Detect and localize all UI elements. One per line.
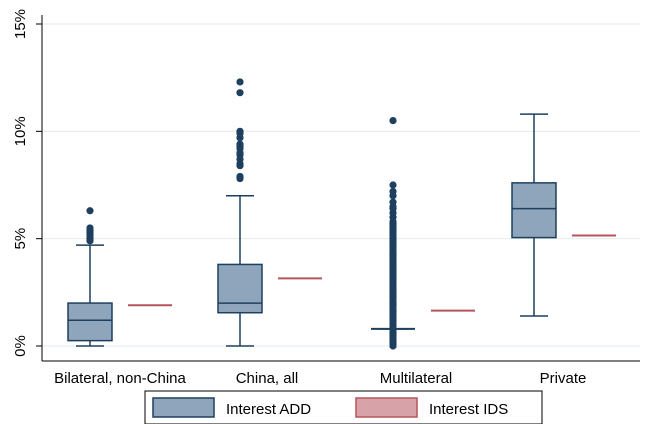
box-iqr: [67, 302, 113, 342]
line-series-interest-ids: [128, 234, 616, 312]
box-1: [217, 78, 263, 347]
legend-swatch-interest-add: [152, 397, 215, 418]
legend-label-interest-add: Interest ADD: [226, 401, 311, 418]
box-0: [67, 207, 113, 347]
legend: Interest ADD Interest IDS: [144, 390, 543, 424]
outlier-point: [236, 172, 244, 181]
legend-box: [144, 390, 543, 424]
box-iqr: [217, 263, 263, 314]
outlier-point: [236, 127, 244, 135]
box-2: [371, 117, 415, 350]
outlier-point: [86, 207, 94, 215]
y-tick-label: 15%: [12, 9, 29, 39]
box-iqr: [511, 182, 557, 239]
box-3: [511, 113, 557, 317]
y-tick-label: 10%: [12, 116, 29, 146]
outlier-point: [389, 187, 397, 196]
box-series-interest-add: [67, 78, 557, 350]
outlier-point: [389, 181, 397, 189]
outlier-point: [389, 117, 397, 125]
outlier-point: [86, 224, 94, 232]
outlier-point: [236, 78, 244, 86]
legend-swatch-interest-ids: [355, 397, 418, 418]
y-axis: 0% 5% 10% 15%: [12, 9, 640, 362]
x-tick-label: Multilateral: [380, 370, 453, 387]
y-tick-label: 0%: [12, 335, 29, 357]
outlier-point: [236, 89, 244, 97]
x-tick-label: Private: [540, 370, 587, 387]
grid-lines: [42, 23, 640, 347]
y-tick-label: 5%: [12, 228, 29, 250]
x-tick-label: China, all: [236, 370, 299, 387]
outlier-point: [236, 140, 244, 148]
legend-label-interest-ids: Interest IDS: [429, 401, 508, 418]
x-axis-labels: Bilateral, non-China China, all Multilater…: [54, 370, 586, 387]
outlier-point: [389, 198, 397, 206]
x-tick-label: Bilateral, non-China: [54, 370, 186, 387]
